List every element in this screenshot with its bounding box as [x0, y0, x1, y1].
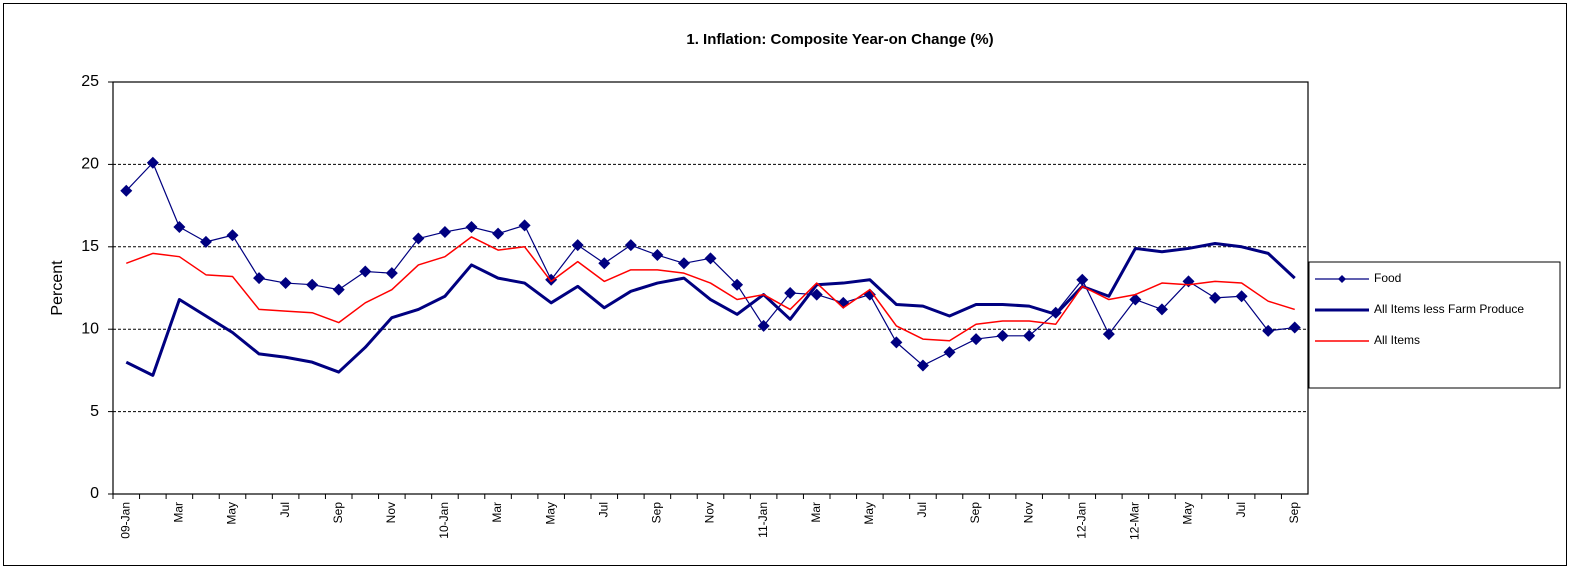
legend-label: All Items	[1374, 333, 1420, 347]
point-marker	[173, 221, 186, 234]
point-marker	[731, 278, 744, 291]
point-marker	[970, 333, 983, 346]
x-tick-label: Mar	[490, 502, 504, 523]
point-marker	[199, 235, 212, 248]
point-marker	[306, 278, 319, 291]
point-marker	[571, 239, 584, 252]
x-tick-label: May	[225, 502, 239, 525]
y-tick-label: 25	[81, 73, 99, 90]
point-marker	[438, 225, 451, 238]
legend-marker	[1338, 275, 1346, 283]
x-tick-label: Nov	[703, 502, 717, 523]
plot-border	[112, 81, 1309, 495]
point-marker	[226, 229, 239, 242]
point-marker	[465, 221, 478, 234]
point-marker	[332, 283, 345, 296]
point-marker	[598, 257, 611, 270]
x-tick-label: Mar	[172, 502, 186, 523]
y-tick-label: 5	[90, 403, 99, 420]
point-marker	[890, 336, 903, 349]
point-marker	[1023, 329, 1036, 342]
y-tick-label: 15	[81, 238, 99, 255]
point-marker	[518, 219, 531, 232]
point-marker	[385, 267, 398, 280]
point-marker	[943, 346, 956, 359]
point-marker	[1102, 328, 1115, 341]
point-marker	[359, 265, 372, 278]
series-line	[126, 236, 1295, 342]
point-marker	[146, 156, 159, 169]
plot-area	[113, 82, 1308, 494]
x-tick-label: Sep	[968, 502, 982, 524]
y-tick-label: 10	[81, 320, 99, 337]
series-line	[125, 242, 1296, 377]
x-tick-label: May	[862, 502, 876, 525]
x-tick-label: Sep	[331, 502, 345, 524]
point-marker	[916, 359, 929, 372]
point-marker	[1288, 321, 1301, 334]
x-tick-label: Mar	[809, 502, 823, 523]
x-tick-label: Nov	[1021, 502, 1035, 523]
x-tick-label: 11-Jan	[756, 502, 770, 538]
point-marker	[651, 249, 664, 262]
x-tick-label: 10-Jan	[437, 502, 451, 539]
x-tick-label: May	[1181, 502, 1195, 525]
point-marker	[1155, 303, 1168, 316]
point-marker	[996, 329, 1009, 342]
point-marker	[784, 286, 797, 299]
x-tick-label: Jul	[278, 502, 292, 517]
x-tick-label: Sep	[650, 502, 664, 524]
x-tick-label: 12-Jan	[1074, 502, 1088, 539]
x-tick-label: 12-Mar	[1128, 502, 1142, 540]
point-marker	[253, 272, 266, 285]
point-marker	[1076, 273, 1089, 286]
legend-label: Food	[1374, 271, 1401, 285]
y-tick-label: 0	[90, 485, 99, 502]
point-marker	[1209, 291, 1222, 304]
x-tick-label: Nov	[384, 502, 398, 523]
x-tick-label: Jul	[1234, 502, 1248, 517]
y-axis-label: Percent	[49, 260, 66, 316]
point-marker	[624, 239, 637, 252]
x-tick-label: Jul	[596, 502, 610, 517]
point-marker	[120, 184, 133, 197]
y-tick-label: 20	[81, 156, 99, 173]
point-marker	[704, 252, 717, 265]
point-marker	[757, 319, 770, 332]
point-marker	[677, 257, 690, 270]
point-marker	[279, 277, 292, 290]
chart-title: 1. Inflation: Composite Year-on Change (…	[686, 31, 993, 48]
point-marker	[810, 288, 823, 301]
x-tick-label: 09-Jan	[118, 502, 132, 539]
point-marker	[412, 232, 425, 245]
point-marker	[1129, 293, 1142, 306]
x-tick-label: Sep	[1287, 502, 1301, 524]
point-marker	[492, 227, 505, 240]
point-marker	[1235, 290, 1248, 303]
x-tick-label: May	[543, 502, 557, 525]
point-marker	[1262, 324, 1275, 337]
legend-label: All Items less Farm Produce	[1374, 302, 1524, 316]
legend-box	[1308, 261, 1561, 389]
x-tick-label: Jul	[915, 502, 929, 517]
